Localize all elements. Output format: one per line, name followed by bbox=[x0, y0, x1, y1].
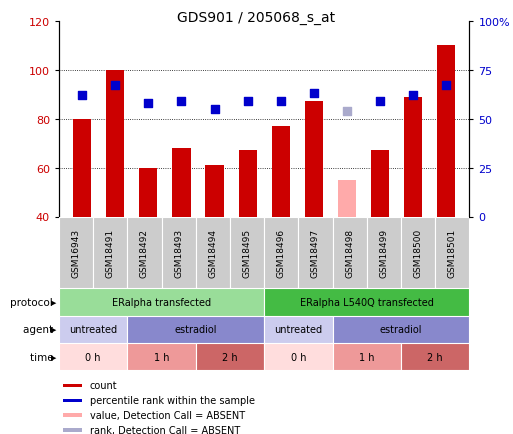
Text: GSM18498: GSM18498 bbox=[345, 228, 354, 277]
Text: GSM18495: GSM18495 bbox=[243, 228, 251, 277]
Text: agent: agent bbox=[23, 325, 56, 335]
Bar bbox=[127, 217, 162, 289]
Bar bbox=[305, 102, 323, 217]
Text: GSM18494: GSM18494 bbox=[208, 228, 218, 277]
Bar bbox=[196, 343, 264, 371]
Point bbox=[442, 82, 450, 90]
Bar bbox=[272, 127, 290, 217]
Text: GSM18497: GSM18497 bbox=[311, 228, 320, 277]
Text: ERalpha transfected: ERalpha transfected bbox=[112, 297, 211, 307]
Bar bbox=[401, 217, 435, 289]
Text: ▶: ▶ bbox=[51, 299, 56, 305]
Bar bbox=[73, 119, 91, 217]
Text: GSM18500: GSM18500 bbox=[413, 228, 423, 277]
Text: 0 h: 0 h bbox=[291, 352, 306, 362]
Bar bbox=[338, 181, 356, 217]
Point bbox=[177, 98, 186, 105]
Bar bbox=[59, 289, 264, 316]
Text: ERalpha L540Q transfected: ERalpha L540Q transfected bbox=[300, 297, 433, 307]
Bar bbox=[332, 316, 469, 343]
Text: 1 h: 1 h bbox=[359, 352, 374, 362]
Bar bbox=[63, 384, 82, 388]
Text: 0 h: 0 h bbox=[86, 352, 101, 362]
Text: count: count bbox=[90, 381, 117, 391]
Text: 2 h: 2 h bbox=[427, 352, 443, 362]
Bar bbox=[139, 168, 157, 217]
Point bbox=[210, 106, 219, 113]
Point bbox=[409, 92, 417, 99]
Point bbox=[376, 98, 384, 105]
Bar bbox=[332, 343, 401, 371]
Point bbox=[343, 108, 351, 115]
Bar bbox=[127, 343, 196, 371]
Bar bbox=[63, 428, 82, 432]
Bar bbox=[239, 151, 256, 217]
Text: untreated: untreated bbox=[274, 325, 323, 335]
Bar bbox=[404, 97, 422, 217]
Text: 2 h: 2 h bbox=[222, 352, 238, 362]
Text: percentile rank within the sample: percentile rank within the sample bbox=[90, 395, 255, 405]
Bar bbox=[196, 217, 230, 289]
Text: estradiol: estradiol bbox=[174, 325, 217, 335]
Point bbox=[144, 100, 152, 107]
Text: 1 h: 1 h bbox=[154, 352, 169, 362]
Bar bbox=[264, 217, 299, 289]
Bar bbox=[264, 343, 332, 371]
Text: GSM18499: GSM18499 bbox=[380, 228, 388, 277]
Point bbox=[310, 90, 318, 97]
Text: ▶: ▶ bbox=[51, 354, 56, 360]
Bar bbox=[59, 343, 127, 371]
Point bbox=[277, 98, 285, 105]
Text: estradiol: estradiol bbox=[380, 325, 422, 335]
Bar bbox=[93, 217, 127, 289]
Bar bbox=[59, 217, 93, 289]
Bar bbox=[205, 166, 224, 217]
Text: untreated: untreated bbox=[69, 325, 117, 335]
Bar bbox=[162, 217, 196, 289]
Bar bbox=[367, 217, 401, 289]
Bar bbox=[401, 343, 469, 371]
Text: GDS901 / 205068_s_at: GDS901 / 205068_s_at bbox=[177, 11, 336, 25]
Bar bbox=[63, 413, 82, 417]
Bar bbox=[127, 316, 264, 343]
Text: time: time bbox=[30, 352, 56, 362]
Text: GSM18493: GSM18493 bbox=[174, 228, 183, 277]
Bar bbox=[435, 217, 469, 289]
Bar bbox=[371, 151, 389, 217]
Bar bbox=[230, 217, 264, 289]
Point bbox=[244, 98, 252, 105]
Bar bbox=[332, 217, 367, 289]
Bar bbox=[172, 148, 190, 217]
Point bbox=[78, 92, 86, 99]
Text: ▶: ▶ bbox=[51, 327, 56, 332]
Bar bbox=[59, 316, 127, 343]
Bar bbox=[63, 398, 82, 402]
Bar bbox=[437, 46, 456, 217]
Text: GSM16943: GSM16943 bbox=[72, 228, 81, 277]
Bar bbox=[299, 217, 332, 289]
Bar bbox=[106, 70, 124, 217]
Text: GSM18501: GSM18501 bbox=[448, 228, 457, 277]
Bar bbox=[264, 289, 469, 316]
Bar bbox=[264, 316, 332, 343]
Text: GSM18496: GSM18496 bbox=[277, 228, 286, 277]
Text: protocol: protocol bbox=[10, 297, 56, 307]
Text: value, Detection Call = ABSENT: value, Detection Call = ABSENT bbox=[90, 410, 245, 420]
Point bbox=[111, 82, 120, 90]
Text: GSM18492: GSM18492 bbox=[140, 228, 149, 277]
Text: GSM18491: GSM18491 bbox=[106, 228, 115, 277]
Text: rank, Detection Call = ABSENT: rank, Detection Call = ABSENT bbox=[90, 425, 240, 434]
